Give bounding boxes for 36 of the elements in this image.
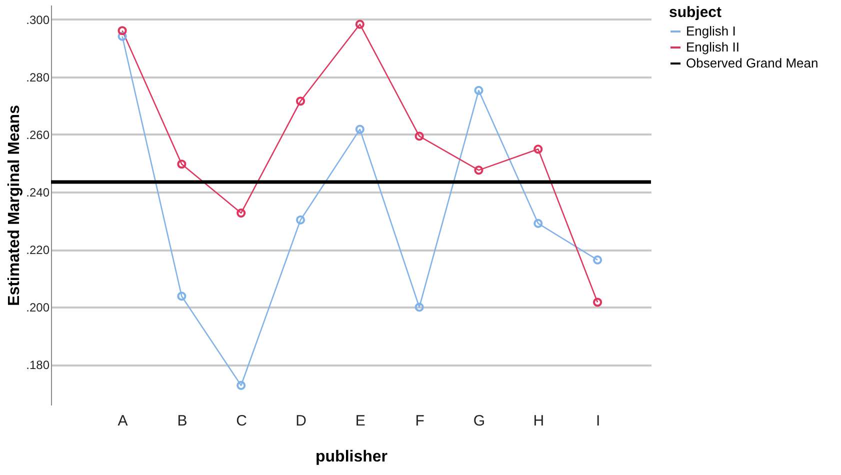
y-axis-title: Estimated Marginal Means <box>6 104 24 306</box>
point <box>534 218 543 228</box>
point <box>474 86 484 95</box>
point <box>355 20 364 29</box>
y-tick-label: .180 <box>26 358 50 372</box>
point <box>296 215 306 224</box>
point <box>177 160 186 169</box>
legend-label: English I <box>686 24 736 38</box>
y-tick-label: .260 <box>26 128 50 142</box>
point <box>534 144 543 154</box>
legend-label: Observed Grand Mean <box>686 56 818 70</box>
x-tick-label: G <box>473 412 486 430</box>
x-tick-label: C <box>236 412 248 430</box>
point <box>177 292 186 301</box>
y-tick-label: .240 <box>26 186 50 200</box>
x-tick-label: B <box>177 412 188 430</box>
legend-label: English II <box>686 40 740 54</box>
y-tick-label: .200 <box>26 300 50 315</box>
y-tick-label: .280 <box>26 70 50 84</box>
point <box>414 302 424 312</box>
point <box>236 208 246 218</box>
x-tick-label: I <box>596 412 600 430</box>
x-tick-label: E <box>355 412 366 430</box>
point <box>355 124 364 134</box>
y-tick-label: .300 <box>26 12 50 27</box>
point <box>414 132 424 141</box>
point <box>236 380 246 390</box>
x-tick-label: A <box>118 412 128 430</box>
x-tick-label: F <box>415 412 424 430</box>
y-tick-label: .220 <box>26 243 50 258</box>
x-axis-title: publisher <box>315 448 388 466</box>
x-tick-label: D <box>296 412 307 430</box>
point <box>474 166 484 175</box>
x-tick-label: H <box>533 412 544 430</box>
legend-title: subject <box>669 4 722 21</box>
point <box>296 96 306 106</box>
